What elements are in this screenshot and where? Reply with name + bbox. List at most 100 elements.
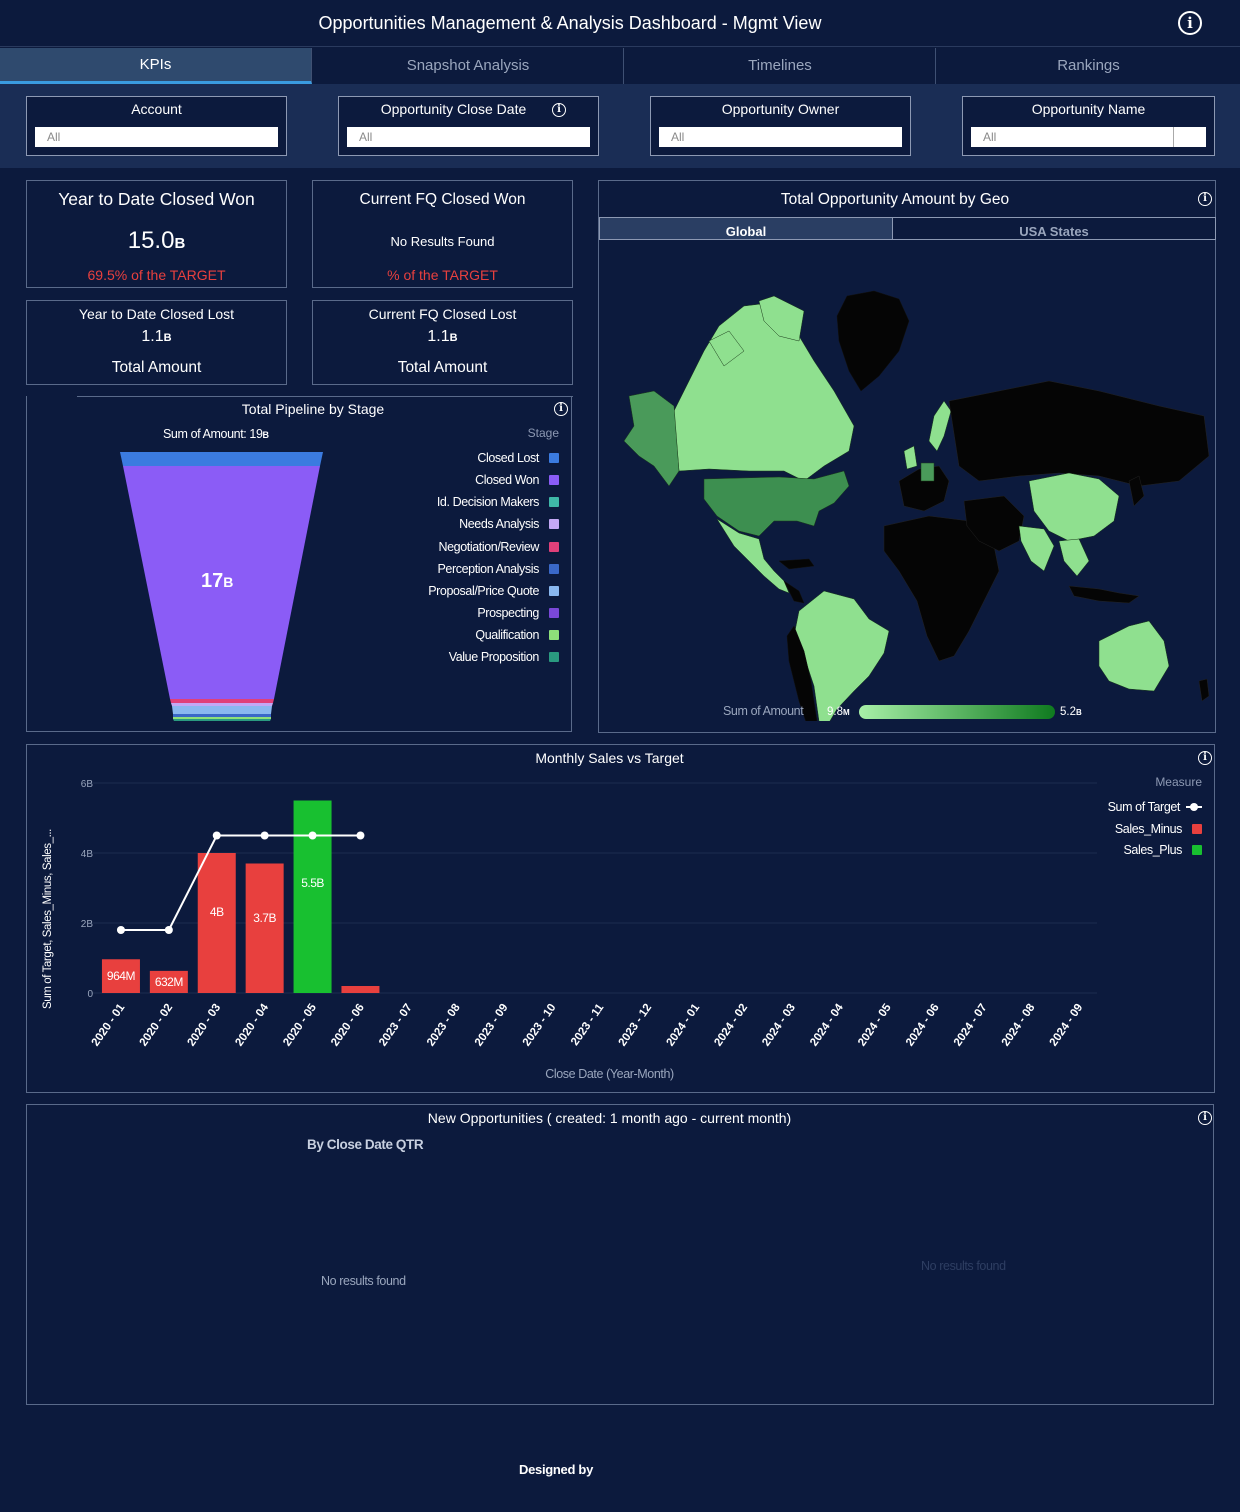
legend-item[interactable]: Needs Analysis bbox=[459, 517, 559, 531]
legend-item[interactable]: Closed Won bbox=[475, 473, 559, 487]
region-central-america bbox=[778, 558, 815, 604]
region-russia[interactable] bbox=[948, 380, 1210, 487]
region-germany[interactable] bbox=[920, 462, 935, 482]
world-map bbox=[623, 290, 1210, 721]
target-point[interactable] bbox=[212, 831, 221, 840]
region-canada[interactable] bbox=[673, 302, 855, 482]
funnel-segment-qualification[interactable] bbox=[173, 717, 271, 719]
legend-item[interactable]: Qualification bbox=[475, 628, 559, 642]
funnel-segment-proposal[interactable] bbox=[172, 706, 272, 714]
filter-label: Opportunity Close Date bbox=[380, 101, 527, 117]
target-point[interactable] bbox=[164, 926, 173, 934]
tab-timelines[interactable]: Timelines bbox=[625, 48, 936, 84]
legend-item[interactable]: Id. Decision Makers bbox=[437, 495, 559, 509]
legend-item[interactable]: Negotiation/Review bbox=[438, 540, 559, 554]
account-select[interactable]: All bbox=[35, 127, 278, 147]
funnel-center-label: 17B bbox=[201, 570, 233, 593]
kpi-footer: Total Amount bbox=[111, 359, 202, 376]
close-date-select[interactable]: All bbox=[347, 127, 590, 147]
data-label: 3.7B bbox=[253, 911, 276, 925]
bar[interactable] bbox=[293, 800, 332, 994]
bar[interactable] bbox=[341, 986, 380, 993]
legend-item[interactable]: Perception Analysis bbox=[438, 562, 559, 576]
legend-swatch bbox=[549, 453, 559, 463]
info-icon[interactable]: i bbox=[552, 103, 566, 117]
filter-opportunity-name: Opportunity Name All bbox=[962, 96, 1215, 156]
tab-snapshot-analysis[interactable]: Snapshot Analysis bbox=[313, 48, 624, 84]
region-se-asia[interactable] bbox=[1058, 538, 1090, 577]
region-scandinavia[interactable] bbox=[928, 400, 952, 452]
legend-min-unit: M bbox=[843, 708, 850, 717]
funnel-segment-value-prop[interactable] bbox=[173, 719, 271, 721]
tab-rankings[interactable]: Rankings bbox=[937, 48, 1240, 84]
funnel-segment-closed-lost[interactable] bbox=[120, 452, 323, 466]
region-middle-east[interactable] bbox=[963, 495, 1025, 552]
kpi-target: 69.5% of the TARGET bbox=[87, 267, 226, 283]
geo-tab-usa-states[interactable]: USA States bbox=[892, 217, 1216, 240]
tab-kpis[interactable]: KPIs bbox=[0, 48, 312, 84]
funnel-segment-needs-analysis[interactable] bbox=[171, 703, 273, 706]
legend-item[interactable]: Value Proposition bbox=[449, 650, 559, 664]
new-opps-panel: New Opportunities ( created: 1 month ago… bbox=[26, 1104, 1214, 1405]
legend-label: Sum of Target bbox=[1107, 800, 1181, 814]
funnel-chart bbox=[120, 452, 323, 721]
filter-account: Account All bbox=[26, 96, 287, 156]
target-point[interactable] bbox=[260, 831, 269, 840]
x-tick-label: 2020 - 02 bbox=[138, 1002, 176, 1049]
region-alaska[interactable] bbox=[623, 390, 680, 487]
kpi-ytd-closed-won: Year to Date Closed Won 15.0B 69.5% of t… bbox=[26, 180, 287, 288]
funnel-segment-closed-won[interactable] bbox=[123, 466, 320, 699]
kpi-unit: B bbox=[449, 332, 458, 344]
opportunity-name-select[interactable]: All bbox=[971, 127, 1206, 147]
legend-item[interactable]: Sum of Target bbox=[1108, 800, 1202, 814]
target-point[interactable] bbox=[116, 926, 125, 934]
info-icon[interactable]: i bbox=[554, 402, 568, 416]
sum-text: Sum of Amount: 19 bbox=[163, 427, 263, 441]
legend-max-value: 5.2 bbox=[1060, 706, 1076, 718]
bar[interactable] bbox=[245, 863, 284, 994]
legend-swatch bbox=[1192, 824, 1202, 834]
legend-label: Negotiation/Review bbox=[438, 540, 540, 554]
geo-panel: Total Opportunity Amount by Geo i Global… bbox=[598, 180, 1216, 733]
legend-item[interactable]: Sales_Minus bbox=[1115, 822, 1202, 836]
info-icon[interactable]: i bbox=[1198, 1111, 1212, 1125]
filter-close-date: Opportunity Close Date i All bbox=[338, 96, 599, 156]
info-icon[interactable]: i bbox=[1178, 11, 1202, 35]
geo-tab-global[interactable]: Global bbox=[599, 217, 893, 240]
footer-text: Designed by bbox=[519, 1462, 593, 1477]
legend-swatch bbox=[549, 497, 559, 507]
funnel-segment-perception[interactable] bbox=[173, 714, 271, 717]
legend-item[interactable]: Prospecting bbox=[477, 606, 559, 620]
region-indonesia[interactable] bbox=[1068, 585, 1140, 604]
dropdown-divider bbox=[1173, 127, 1174, 147]
tab-label: USA States bbox=[1019, 224, 1089, 239]
region-uk[interactable] bbox=[903, 445, 918, 470]
region-canada-islands[interactable] bbox=[708, 295, 805, 367]
x-tick-label: 2020 - 05 bbox=[281, 1001, 319, 1048]
funnel-segment-negotiation[interactable] bbox=[170, 699, 274, 703]
legend-item[interactable]: Sales_Plus bbox=[1123, 843, 1202, 857]
owner-select[interactable]: All bbox=[659, 127, 902, 147]
kpi-footer: Total Amount bbox=[397, 359, 488, 376]
region-china[interactable] bbox=[1028, 472, 1120, 542]
bar[interactable] bbox=[149, 970, 188, 993]
region-australia[interactable] bbox=[1098, 620, 1170, 692]
target-point[interactable] bbox=[308, 831, 317, 840]
legend-item[interactable]: Proposal/Price Quote bbox=[428, 584, 559, 598]
new-opps-subtitle: By Close Date QTR bbox=[307, 1137, 424, 1152]
region-mexico[interactable] bbox=[716, 518, 790, 594]
region-greenland[interactable] bbox=[836, 290, 910, 392]
info-icon[interactable]: i bbox=[1198, 192, 1212, 206]
geo-title: Total Opportunity Amount by Geo bbox=[780, 191, 1010, 208]
bar[interactable] bbox=[197, 853, 236, 993]
region-japan[interactable] bbox=[1128, 475, 1145, 507]
region-usa[interactable] bbox=[703, 470, 850, 537]
target-line bbox=[120, 834, 361, 931]
target-point[interactable] bbox=[356, 831, 365, 840]
legend-item[interactable]: Closed Lost bbox=[477, 451, 559, 465]
bar[interactable] bbox=[101, 959, 140, 993]
region-india[interactable] bbox=[1018, 525, 1055, 572]
y-tick-label: 6B bbox=[81, 779, 94, 790]
legend-title: Measure bbox=[1155, 775, 1202, 789]
info-icon[interactable]: i bbox=[1198, 751, 1212, 765]
